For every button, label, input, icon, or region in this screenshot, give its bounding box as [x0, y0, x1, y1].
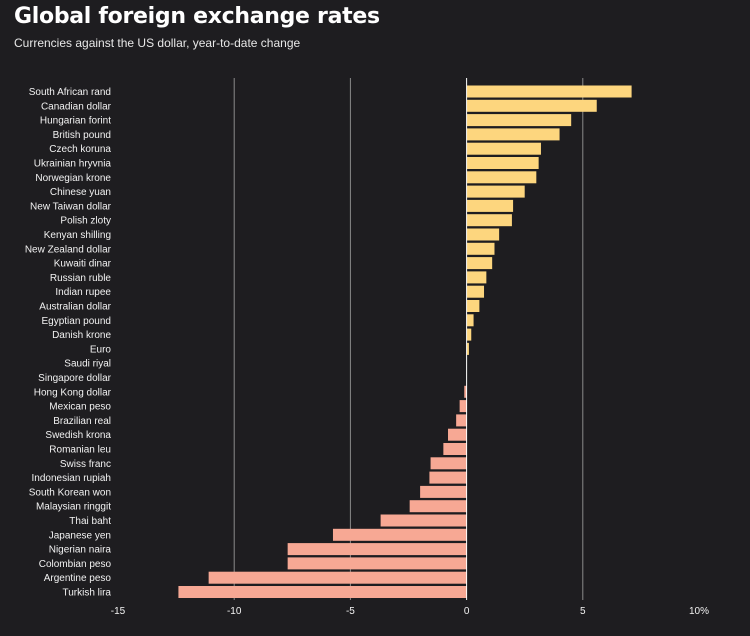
bar-swedish-krona	[448, 428, 467, 441]
category-label: South Korean won	[29, 487, 111, 498]
bar-brazilian-real	[456, 414, 467, 427]
bar-euro	[466, 342, 469, 355]
bar-australian-dollar	[466, 300, 480, 312]
category-label: Kenyan shilling	[44, 230, 111, 241]
category-labels: South African rand Canadian dollar Hungari…	[25, 87, 112, 599]
category-label: Russian ruble	[50, 273, 112, 284]
category-label: Mexican peso	[49, 402, 111, 413]
category-label: Polish zloty	[60, 216, 111, 227]
bar-swiss-franc	[430, 457, 467, 470]
bar-indonesian-rupiah	[429, 471, 467, 484]
bar-kuwaiti-dinar	[466, 257, 493, 270]
category-label: Saudi riyal	[64, 359, 111, 370]
x-tick-label: 0	[464, 606, 470, 617]
category-label: Japanese yen	[49, 530, 111, 541]
bar-mexican-peso	[459, 400, 467, 413]
x-tick-label: -15	[111, 606, 126, 617]
x-axis-ticks: -15 -10 -5 0 5 10%	[111, 606, 709, 617]
category-label: Malaysian ringgit	[36, 502, 111, 513]
category-label: Indonesian rupiah	[31, 473, 111, 484]
bar-norwegian-krone	[466, 171, 537, 184]
bar-new-zealand-dollar	[466, 242, 495, 255]
bar-series	[178, 85, 632, 598]
category-label: Danish krone	[52, 330, 111, 341]
category-label: Romanian leu	[49, 445, 111, 456]
category-label: Norwegian krone	[35, 173, 111, 184]
bar-hungarian-forint	[466, 114, 572, 127]
bar-czech-koruna	[466, 142, 541, 155]
bar-thai-baht	[380, 514, 467, 527]
bar-russian-ruble	[466, 271, 487, 284]
category-label: Nigerian naira	[49, 545, 112, 556]
bar-south-african-rand	[466, 85, 632, 98]
chart-subtitle: Currencies against the US dollar, year-t…	[14, 36, 301, 50]
category-label: Egyptian pound	[41, 316, 111, 327]
category-label: Turkish lira	[62, 588, 111, 599]
category-label: Swiss franc	[60, 459, 111, 470]
category-label: Australian dollar	[39, 302, 111, 313]
category-label: Thai baht	[69, 516, 111, 527]
bar-canadian-dollar	[466, 99, 597, 112]
bar-ukrainian-hryvnia	[466, 157, 539, 169]
bar-malaysian-ringgit	[409, 500, 467, 513]
category-label: Hungarian forint	[40, 116, 111, 127]
bar-british-pound	[466, 128, 560, 141]
category-label: Swedish krona	[45, 430, 111, 441]
category-label: New Zealand dollar	[25, 244, 112, 255]
bar-hong-kong-dollar	[464, 385, 467, 398]
category-label: Canadian dollar	[41, 101, 112, 112]
bar-chinese-yuan	[466, 185, 525, 198]
x-tick-label: -5	[346, 606, 355, 617]
category-label: Brazilian real	[53, 416, 111, 427]
category-label: Chinese yuan	[50, 187, 111, 198]
bar-danish-krone	[466, 328, 472, 341]
category-label: New Taiwan dollar	[30, 201, 112, 212]
bar-colombian-peso	[287, 557, 467, 570]
bar-egyptian-pound	[466, 314, 474, 327]
category-label: Kuwaiti dinar	[54, 259, 112, 270]
category-label: South African rand	[29, 87, 111, 98]
bar-turkish-lira	[178, 586, 467, 598]
bar-indian-rupee	[466, 285, 485, 298]
bar-south-korean-won	[420, 485, 467, 498]
category-label: Indian rupee	[55, 287, 111, 298]
bar-argentine-peso	[208, 571, 467, 584]
category-label: Argentine peso	[44, 573, 112, 584]
gridlines	[233, 78, 584, 600]
category-label: Hong Kong dollar	[34, 387, 112, 398]
x-tick-label: -10	[227, 606, 242, 617]
x-tick-label: 5	[580, 606, 586, 617]
bar-new-taiwan-dollar	[466, 199, 514, 212]
category-label: Czech koruna	[49, 144, 111, 155]
category-label: Ukrainian hryvnia	[34, 159, 112, 170]
bar-kenyan-shilling	[466, 228, 500, 241]
chart-title: Global foreign exchange rates	[14, 4, 380, 29]
x-tick-label: 10%	[689, 606, 709, 617]
bar-romanian-leu	[443, 443, 467, 455]
category-label: British pound	[53, 130, 111, 141]
bar-polish-zloty	[466, 214, 512, 227]
bar-nigerian-naira	[287, 543, 467, 556]
category-label: Euro	[90, 344, 112, 355]
bar-japanese-yen	[332, 528, 467, 541]
category-label: Singapore dollar	[38, 373, 111, 384]
category-label: Colombian peso	[39, 559, 112, 570]
